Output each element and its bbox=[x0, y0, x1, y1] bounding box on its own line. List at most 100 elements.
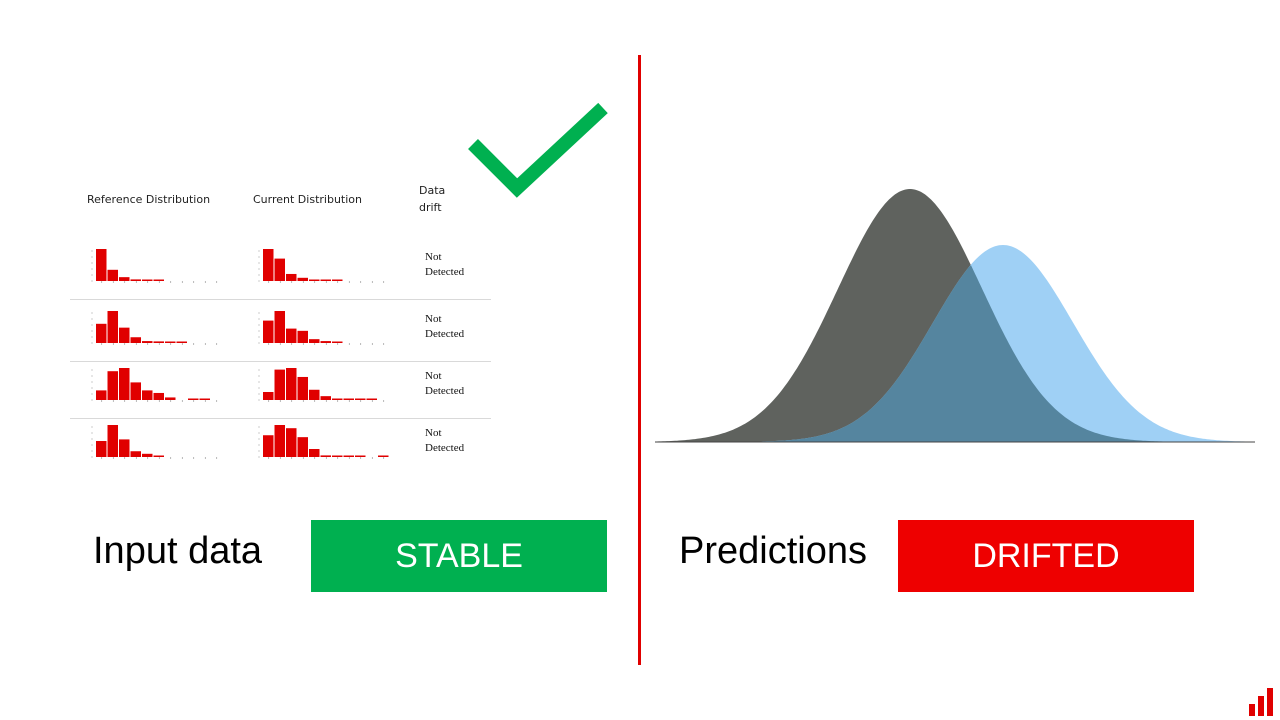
reference-distribution-header: Reference Distribution bbox=[87, 193, 211, 206]
histogram-bar bbox=[199, 398, 210, 400]
drift-status-line2: Detected bbox=[425, 442, 465, 454]
histogram-bar bbox=[142, 279, 153, 281]
histogram-bar bbox=[153, 455, 164, 457]
histogram-bar bbox=[309, 339, 320, 343]
drift-status: Not Detected bbox=[425, 426, 485, 456]
data-drift-header: Data drift bbox=[419, 182, 459, 216]
histogram-bar bbox=[96, 441, 107, 457]
histogram-bar bbox=[153, 392, 164, 400]
drift-status-line1: Not bbox=[425, 370, 442, 382]
histogram-bar bbox=[153, 279, 164, 281]
histogram-bar bbox=[130, 382, 141, 400]
histogram-bar bbox=[320, 341, 331, 343]
histogram-bar bbox=[142, 453, 153, 457]
drift-status: Not Detected bbox=[425, 250, 485, 280]
histogram-bar bbox=[263, 249, 274, 281]
histogram-bar bbox=[320, 279, 331, 281]
histogram-bar bbox=[96, 390, 107, 400]
histogram-bar bbox=[297, 437, 308, 457]
histogram-bar bbox=[107, 371, 118, 400]
drift-status: Not Detected bbox=[425, 312, 485, 342]
histogram-bar bbox=[286, 428, 297, 457]
histogram-bar bbox=[107, 269, 118, 281]
histogram-bar bbox=[165, 341, 176, 343]
histogram-bar bbox=[165, 397, 176, 400]
drift-status-line2: Detected bbox=[425, 266, 465, 278]
histogram-bar bbox=[130, 451, 141, 457]
histogram-bar bbox=[343, 398, 354, 400]
bar-chart-logo-icon bbox=[1249, 688, 1273, 716]
drift-status-line1: Not bbox=[425, 427, 442, 439]
current-histogram bbox=[258, 368, 385, 402]
reference-histogram bbox=[91, 425, 218, 459]
histogram-bar bbox=[130, 337, 141, 343]
data-drift-header-line1: Data bbox=[419, 184, 446, 197]
current-histogram bbox=[258, 425, 389, 459]
current-distribution-header: Current Distribution bbox=[253, 193, 362, 206]
drift-status-line1: Not bbox=[425, 251, 442, 263]
histogram-bar bbox=[286, 328, 297, 343]
reference-histogram bbox=[91, 368, 218, 402]
histogram-bar bbox=[107, 311, 118, 343]
histogram-bar bbox=[332, 455, 343, 457]
histogram-bar bbox=[274, 369, 285, 400]
histogram-bar bbox=[309, 279, 320, 281]
histogram-bar bbox=[378, 455, 389, 457]
histogram-bar bbox=[320, 396, 331, 400]
histogram-bar bbox=[309, 389, 320, 400]
histogram-bar bbox=[107, 425, 118, 457]
histogram-bar bbox=[130, 279, 141, 281]
current-histogram bbox=[258, 249, 385, 283]
histogram-bar bbox=[119, 368, 130, 400]
histogram-bar bbox=[320, 455, 331, 457]
drift-status-line2: Detected bbox=[425, 385, 465, 397]
histogram-bar bbox=[332, 279, 343, 281]
histogram-bar bbox=[355, 455, 366, 457]
row-divider bbox=[70, 299, 491, 300]
histogram-bar bbox=[263, 392, 274, 400]
histogram-bar bbox=[96, 249, 107, 281]
current-histogram bbox=[258, 311, 385, 345]
reference-histogram bbox=[91, 249, 218, 283]
histogram-bar bbox=[142, 341, 153, 343]
histogram-bar bbox=[355, 398, 366, 400]
reference-histogram bbox=[91, 311, 218, 345]
overlap-region bbox=[655, 265, 1255, 442]
data-drift-header-line2: drift bbox=[419, 201, 442, 214]
histogram-bar bbox=[119, 327, 130, 343]
histogram-bar bbox=[263, 435, 274, 457]
row-divider bbox=[70, 418, 491, 419]
prediction-distributions bbox=[655, 189, 1255, 443]
drift-status: Not Detected bbox=[425, 369, 485, 399]
histogram-bar bbox=[297, 277, 308, 281]
histogram-bar bbox=[176, 341, 187, 343]
histogram-bar bbox=[297, 376, 308, 400]
drift-status-line1: Not bbox=[425, 313, 442, 325]
histogram-bar bbox=[96, 323, 107, 343]
histogram-bar bbox=[119, 439, 130, 457]
histogram-bar bbox=[286, 368, 297, 400]
check-mark-icon bbox=[468, 102, 608, 198]
drift-status-line2: Detected bbox=[425, 328, 465, 340]
histogram-bar bbox=[286, 273, 297, 281]
drifted-badge: DRIFTED bbox=[898, 520, 1194, 592]
row-divider bbox=[70, 361, 491, 362]
histogram-bar bbox=[297, 330, 308, 343]
input-data-label: Input data bbox=[93, 530, 263, 572]
histogram-bar bbox=[332, 398, 343, 400]
histogram-bar bbox=[332, 341, 343, 343]
histogram-bar bbox=[119, 277, 130, 281]
histogram-bar bbox=[142, 390, 153, 400]
center-divider bbox=[638, 55, 641, 665]
stable-badge: STABLE bbox=[311, 520, 607, 592]
histogram-bar bbox=[366, 398, 377, 400]
histogram-bar bbox=[309, 449, 320, 457]
histogram-bar bbox=[274, 425, 285, 457]
histogram-bar bbox=[274, 311, 285, 343]
histogram-bar bbox=[188, 398, 199, 400]
histogram-bar bbox=[153, 341, 164, 343]
predictions-label: Predictions bbox=[679, 530, 867, 572]
histogram-bar bbox=[274, 258, 285, 281]
histogram-bar bbox=[343, 455, 354, 457]
histogram-bar bbox=[263, 320, 274, 343]
